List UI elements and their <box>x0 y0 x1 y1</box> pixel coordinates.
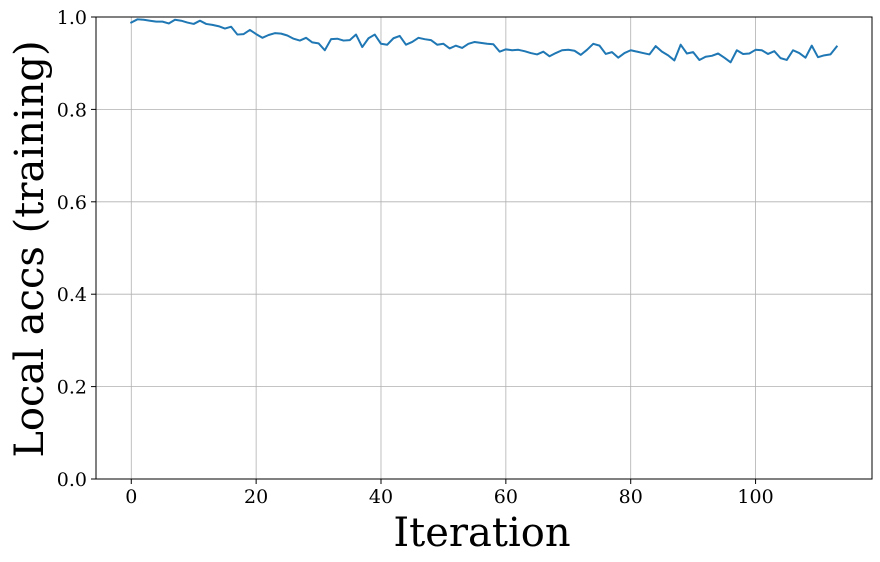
y-tick-label: 0.2 <box>57 377 87 399</box>
y-axis-label: Local accs (training) <box>7 40 53 457</box>
x-tick-label: 20 <box>244 486 268 508</box>
axis-ticks: 0 20 40 60 80 100 0.0 0.2 0.4 0.6 0.8 1.0 <box>57 7 774 508</box>
data-series-layer <box>129 18 839 64</box>
plot-frame <box>95 16 873 480</box>
y-tick-label: 1.0 <box>57 7 87 29</box>
x-tick-label: 60 <box>494 486 518 508</box>
y-tick-label: 0.4 <box>57 284 87 306</box>
y-tick-label: 0.8 <box>57 99 87 121</box>
x-axis-label: Iteration <box>393 510 570 556</box>
y-tick-label: 0.0 <box>57 469 87 491</box>
x-tick-label: 0 <box>125 486 137 508</box>
y-tick-label: 0.6 <box>57 192 87 214</box>
series-line <box>129 18 839 64</box>
x-tick-label: 80 <box>619 486 643 508</box>
x-tick-label: 100 <box>737 486 773 508</box>
x-tick-label: 40 <box>369 486 393 508</box>
